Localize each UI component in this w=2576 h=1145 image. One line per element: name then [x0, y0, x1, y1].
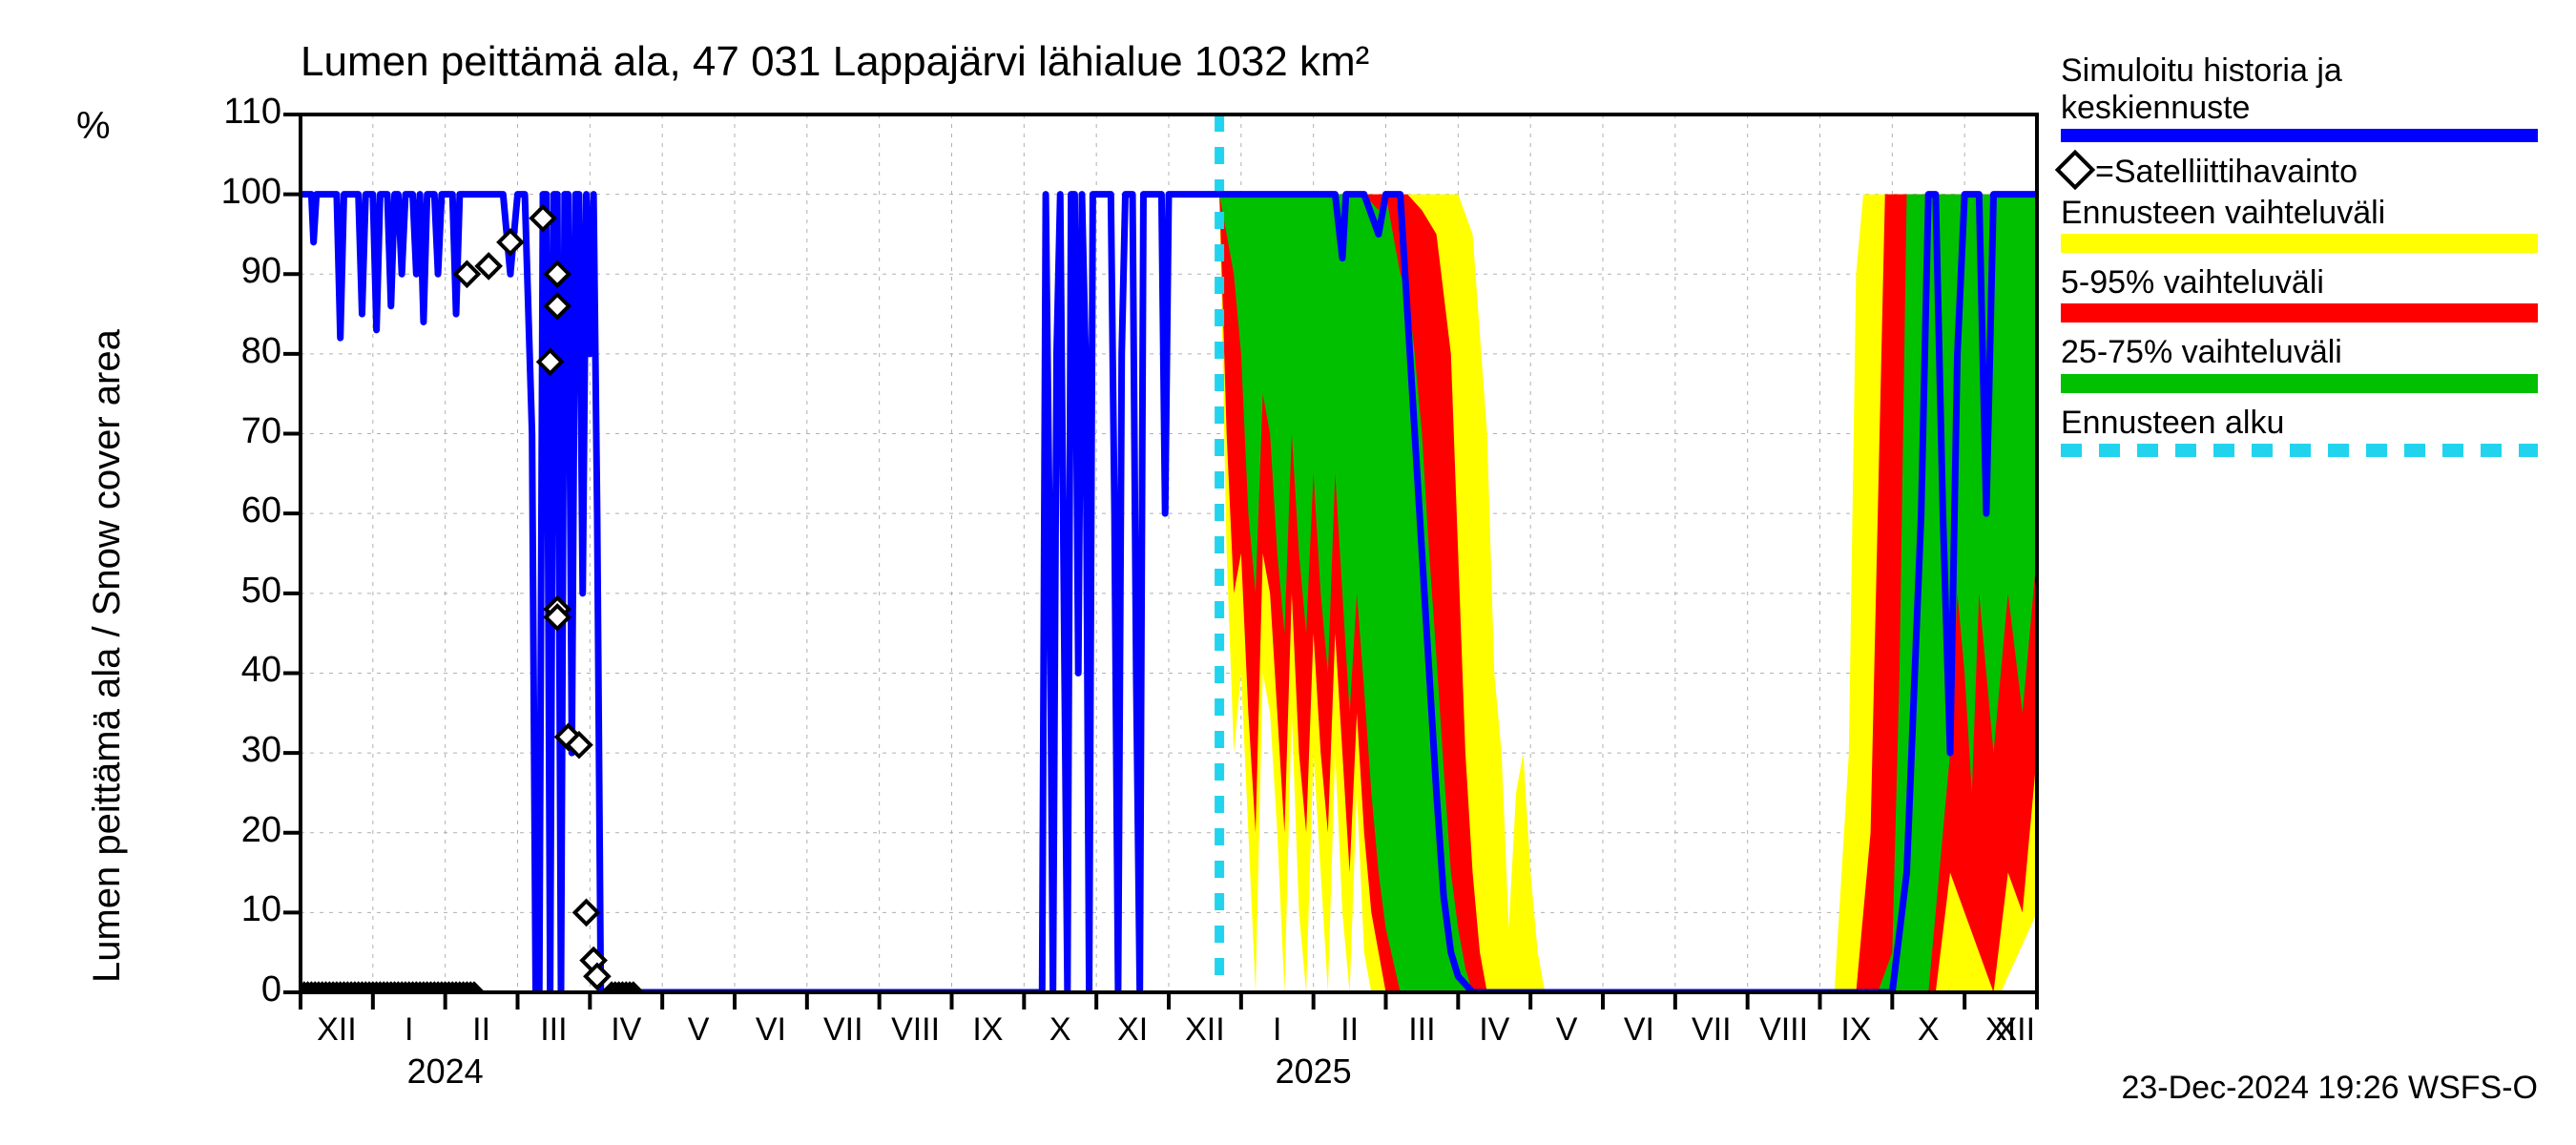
xtick-month-label: III — [540, 1011, 567, 1049]
xtick-year-label: 2025 — [1276, 1051, 1352, 1092]
xtick-month-label: IX — [1840, 1011, 1871, 1049]
ytick-label: 50 — [177, 571, 281, 612]
ytick-label: 70 — [177, 411, 281, 452]
xtick-month-label: I — [1273, 1011, 1281, 1049]
legend-entry: 25-75% vaihteluväli — [2061, 334, 2538, 392]
legend-entry: 5-95% vaihteluväli — [2061, 264, 2538, 323]
legend-label: Ennusteen vaihteluväli — [2061, 195, 2538, 232]
legend-swatch — [2061, 374, 2538, 393]
legend-entry: =Satelliittihavainto — [2061, 154, 2538, 191]
legend-entry: Ennusteen vaihteluväli — [2061, 195, 2538, 253]
xtick-month-label: IV — [611, 1011, 641, 1049]
ytick-label: 100 — [177, 172, 281, 213]
y-axis-unit: % — [76, 105, 111, 148]
xtick-year-label: 2024 — [407, 1051, 484, 1092]
y-axis-label: Lumen peittämä ala / Snow cover area — [86, 329, 129, 983]
legend-swatch — [2061, 303, 2538, 323]
ytick-label: 0 — [177, 969, 281, 1010]
ytick-label: 10 — [177, 889, 281, 930]
xtick-month-label: VIII — [891, 1011, 940, 1049]
xtick-month-label: XI — [1117, 1011, 1148, 1049]
xtick-month-label: II — [472, 1011, 490, 1049]
xtick-month-label: IX — [972, 1011, 1003, 1049]
legend-label: 25-75% vaihteluväli — [2061, 334, 2538, 371]
xtick-month-label: III — [1408, 1011, 1435, 1049]
xtick-month-label: II — [1340, 1011, 1359, 1049]
xtick-month-label: XII — [317, 1011, 357, 1049]
ytick-label: 20 — [177, 810, 281, 851]
legend-swatch — [2061, 234, 2538, 253]
chart-container: Lumen peittämä ala, 47 031 Lappajärvi lä… — [0, 0, 2576, 1145]
xtick-month-label: VI — [756, 1011, 786, 1049]
legend-swatch — [2061, 129, 2538, 142]
xtick-month-label: VII — [823, 1011, 863, 1049]
ytick-label: 80 — [177, 331, 281, 372]
legend-label: Simuloitu historia ja — [2061, 52, 2538, 90]
xtick-month-label: X — [1049, 1011, 1071, 1049]
xtick-month-label: XII — [1995, 1011, 2035, 1049]
xtick-month-label: VI — [1624, 1011, 1654, 1049]
legend-swatch — [2061, 444, 2538, 457]
ytick-label: 30 — [177, 730, 281, 771]
legend-entry: Ennusteen alku — [2061, 405, 2538, 457]
ytick-label: 60 — [177, 490, 281, 531]
ytick-label: 40 — [177, 650, 281, 691]
xtick-month-label: XII — [1185, 1011, 1225, 1049]
xtick-month-label: IV — [1479, 1011, 1509, 1049]
footer-timestamp: 23-Dec-2024 19:26 WSFS-O — [2121, 1070, 2538, 1107]
xtick-month-label: X — [1918, 1011, 1940, 1049]
xtick-month-label: V — [1556, 1011, 1578, 1049]
chart-title: Lumen peittämä ala, 47 031 Lappajärvi lä… — [301, 38, 1369, 86]
diamond-icon — [2055, 150, 2095, 190]
legend-entry: Simuloitu historia jakeskiennuste — [2061, 52, 2538, 142]
xtick-month-label: VIII — [1759, 1011, 1808, 1049]
ytick-label: 110 — [177, 92, 281, 133]
legend-label: =Satelliittihavainto — [2095, 154, 2358, 190]
legend: Simuloitu historia jakeskiennuste =Satell… — [2061, 52, 2538, 468]
legend-label: Ennusteen alku — [2061, 405, 2538, 442]
legend-label: keskiennuste — [2061, 90, 2538, 127]
xtick-month-label: V — [688, 1011, 710, 1049]
xtick-month-label: I — [405, 1011, 413, 1049]
ytick-label: 90 — [177, 251, 281, 292]
xtick-month-label: VII — [1692, 1011, 1732, 1049]
legend-label: 5-95% vaihteluväli — [2061, 264, 2538, 302]
